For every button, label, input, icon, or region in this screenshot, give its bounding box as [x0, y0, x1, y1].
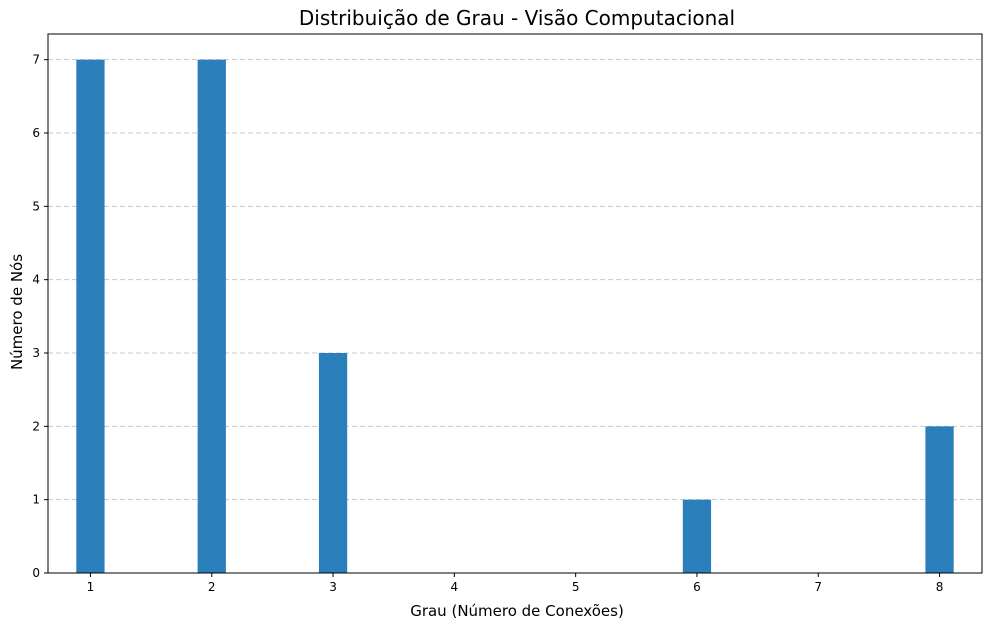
x-tick-label: 7 — [814, 580, 822, 594]
y-tick-label: 1 — [32, 493, 40, 507]
bar — [76, 59, 105, 573]
x-axis-ticks: 1 2 3 4 5 6 7 8 — [87, 573, 944, 594]
y-tick-label: 7 — [32, 53, 40, 67]
bar — [197, 59, 226, 573]
bar — [318, 353, 348, 573]
y-tick-label: 2 — [32, 419, 40, 433]
x-tick-label: 8 — [936, 580, 944, 594]
bar — [925, 426, 954, 573]
y-tick-label: 5 — [32, 199, 40, 213]
chart-title: Distribuição de Grau - Visão Computacion… — [299, 6, 735, 30]
y-tick-label: 6 — [32, 126, 40, 140]
plot-frame — [47, 33, 983, 574]
x-tick-label: 4 — [451, 580, 459, 594]
y-tick-label: 3 — [32, 346, 40, 360]
y-axis-label: Número de Nós — [8, 254, 26, 370]
y-axis-ticks: 0 1 2 3 4 5 6 7 — [32, 53, 48, 580]
grid-lines — [48, 59, 982, 501]
bars — [76, 59, 954, 573]
x-tick-label: 6 — [693, 580, 701, 594]
x-tick-label: 3 — [329, 580, 337, 594]
y-tick-label: 4 — [32, 273, 40, 287]
bar — [682, 499, 712, 573]
x-axis-label: Grau (Número de Conexões) — [410, 602, 624, 620]
y-tick-label: 0 — [32, 566, 40, 580]
x-tick-label: 5 — [572, 580, 580, 594]
x-tick-label: 2 — [208, 580, 216, 594]
x-tick-label: 1 — [87, 580, 95, 594]
